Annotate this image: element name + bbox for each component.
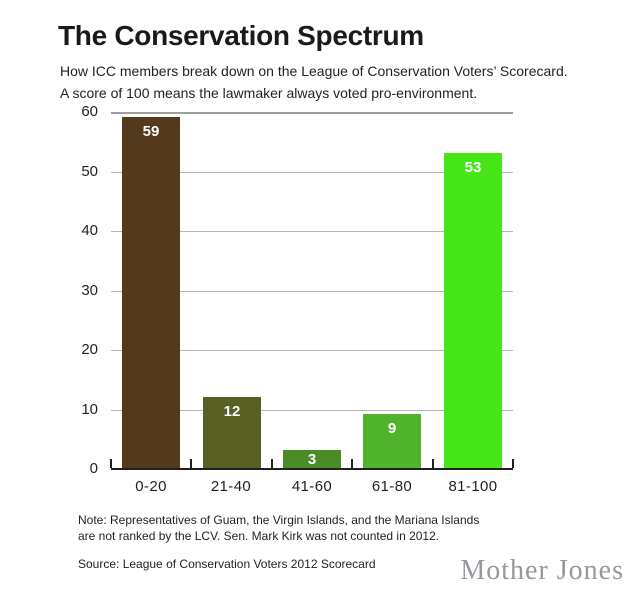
gridline bbox=[111, 172, 513, 173]
y-tick-label: 20 bbox=[81, 341, 98, 358]
x-axis-tick bbox=[190, 459, 192, 468]
bar-value-label: 12 bbox=[223, 403, 241, 420]
x-tick-label: 41-60 bbox=[291, 478, 333, 495]
x-tick-label: 81-100 bbox=[448, 478, 498, 495]
page-title: The Conservation Spectrum bbox=[58, 20, 424, 51]
x-tick-label: 61-80 bbox=[371, 478, 413, 495]
chart-subtitle: How ICC members break down on the League… bbox=[60, 60, 568, 104]
subtitle-line-1: How ICC members break down on the League… bbox=[60, 63, 568, 79]
mother-jones-logo: Mother Jones bbox=[460, 555, 624, 586]
bar bbox=[203, 397, 261, 468]
bar bbox=[122, 117, 180, 468]
y-tick-label: 0 bbox=[89, 460, 98, 477]
y-tick-label: 30 bbox=[81, 282, 98, 299]
x-axis-tick bbox=[512, 459, 514, 468]
bar bbox=[363, 414, 421, 468]
gridline bbox=[111, 231, 513, 232]
gridline bbox=[111, 410, 513, 411]
note-line-2: are not ranked by the LCV. Sen. Mark Kir… bbox=[78, 529, 440, 543]
bar-value-label: 53 bbox=[464, 159, 482, 176]
x-axis-tick bbox=[432, 459, 434, 468]
bar-value-label: 59 bbox=[142, 123, 160, 140]
x-axis-tick bbox=[351, 459, 353, 468]
y-tick-label: 60 bbox=[81, 103, 98, 120]
chart-note: Note: Representatives of Guam, the Virgi… bbox=[78, 512, 479, 544]
y-tick-label: 10 bbox=[81, 401, 98, 418]
x-tick-label: 0-20 bbox=[135, 478, 167, 495]
x-axis-tick bbox=[110, 459, 112, 468]
bar-value-label: 9 bbox=[387, 420, 397, 437]
x-axis-tick bbox=[271, 459, 273, 468]
x-axis bbox=[111, 468, 513, 470]
x-tick-label: 21-40 bbox=[210, 478, 252, 495]
bar-value-label: 3 bbox=[307, 451, 317, 468]
bar bbox=[283, 450, 341, 468]
bar-chart: 0 10 20 30 40 50 60 59 0-20 12 21-40 3 41-60 9 61-80 53… bbox=[81, 103, 514, 495]
bar bbox=[444, 153, 502, 468]
gridline bbox=[111, 350, 513, 351]
chart-source: Source: League of Conservation Voters 20… bbox=[78, 557, 376, 571]
note-line-1: Note: Representatives of Guam, the Virgi… bbox=[78, 513, 480, 527]
y-tick-label: 40 bbox=[81, 222, 98, 239]
y-tick-label: 50 bbox=[81, 163, 98, 180]
gridline bbox=[111, 291, 513, 292]
subtitle-line-2: A score of 100 means the lawmaker always… bbox=[60, 85, 478, 101]
gridline bbox=[111, 112, 513, 114]
